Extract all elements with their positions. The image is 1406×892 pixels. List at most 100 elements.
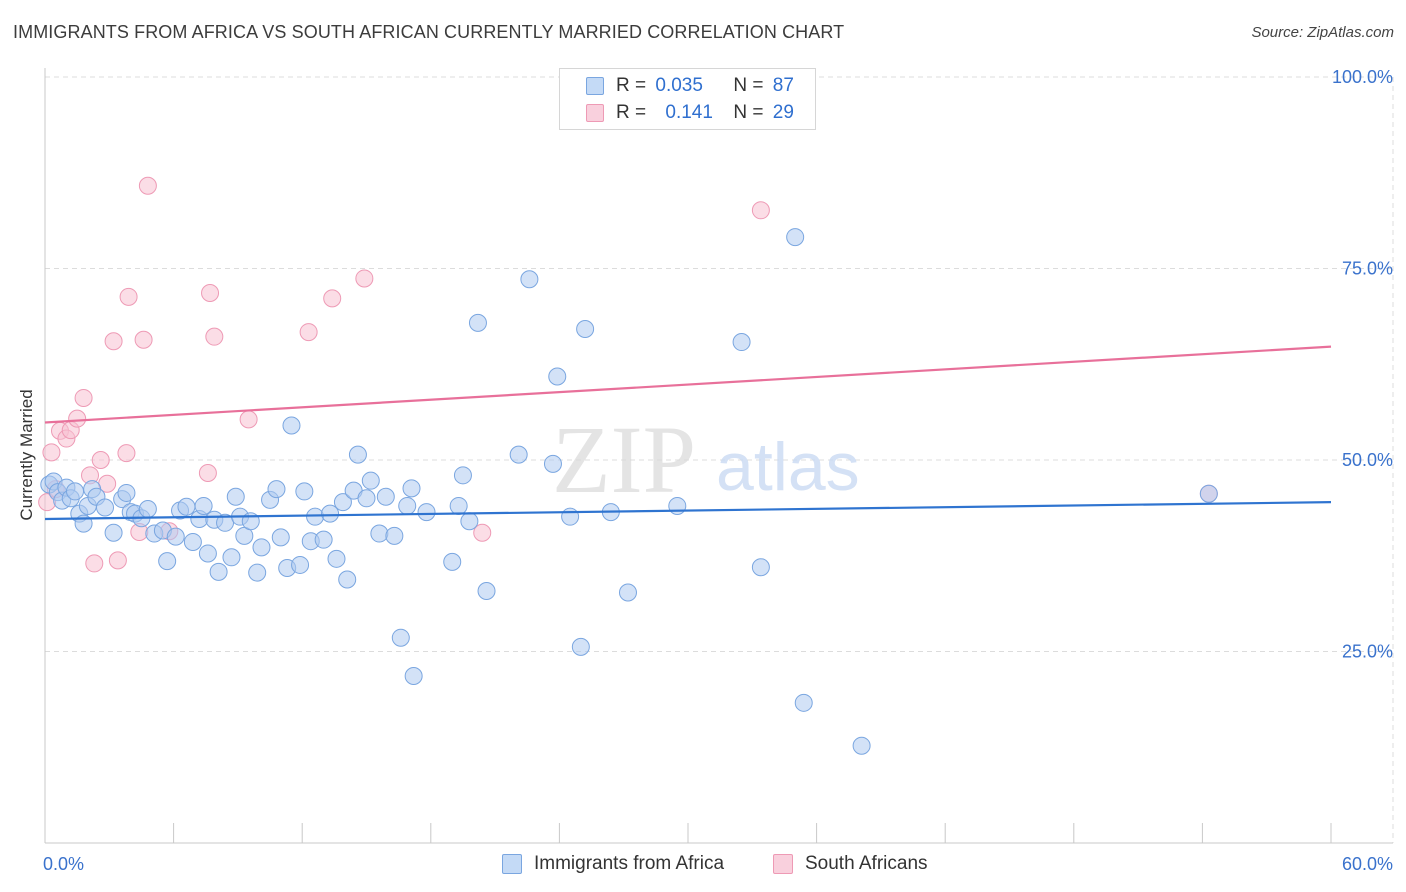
legend-n-label: N = xyxy=(733,75,769,96)
gridlines xyxy=(45,76,1394,843)
data-point-south-africans xyxy=(751,201,770,220)
data-point-africa xyxy=(404,667,423,686)
data-point-africa xyxy=(398,496,417,515)
data-point-africa xyxy=(209,562,228,581)
series-legend: Immigrants from Africa South Africans xyxy=(0,852,1406,876)
data-point-africa xyxy=(509,445,528,464)
x-tick-label: 60.0% xyxy=(1342,854,1393,874)
data-point-south-africans xyxy=(42,443,61,462)
data-point-africa xyxy=(248,563,267,582)
data-point-africa xyxy=(138,500,157,519)
legend-item-label: Immigrants from Africa xyxy=(534,853,725,874)
data-point-africa xyxy=(453,466,472,485)
data-point-africa xyxy=(166,527,185,546)
data-point-south-africans xyxy=(91,451,110,469)
data-point-south-africans xyxy=(108,551,127,570)
data-point-south-africans xyxy=(74,388,93,407)
data-point-africa xyxy=(267,480,286,499)
trend-line-africa xyxy=(44,501,1332,521)
data-point-africa xyxy=(561,507,580,526)
data-point-africa xyxy=(852,736,871,755)
data-point-africa xyxy=(306,507,325,526)
data-point-africa xyxy=(183,532,202,551)
legend-r-label: R = xyxy=(616,102,652,123)
data-point-africa xyxy=(361,471,380,490)
data-point-africa xyxy=(291,555,310,574)
data-point-africa xyxy=(96,498,115,517)
legend-swatch-blue xyxy=(502,854,522,874)
data-point-africa xyxy=(222,548,241,567)
watermark-zip: ZIP xyxy=(552,406,696,513)
data-point-africa xyxy=(477,581,496,600)
data-point-south-africans xyxy=(323,289,342,308)
data-point-africa xyxy=(117,483,136,502)
data-point-africa xyxy=(321,504,340,523)
data-point-south-africans xyxy=(355,269,374,288)
y-axis-label: Currently Married xyxy=(17,389,36,521)
data-point-africa xyxy=(282,416,301,435)
legend-swatch-pink xyxy=(586,104,604,122)
data-point-south-africans xyxy=(68,409,87,428)
legend-item-africa: Immigrants from Africa xyxy=(502,852,724,876)
data-point-africa xyxy=(460,512,479,531)
correlation-legend: R = 0.035 N = 87 R = 0.141 N = 29 xyxy=(559,68,816,130)
data-point-africa xyxy=(1199,484,1218,503)
data-point-south-africans xyxy=(299,323,318,342)
data-point-africa xyxy=(443,552,462,571)
legend-n-label: N = xyxy=(733,102,769,123)
data-point-africa xyxy=(391,628,410,647)
legend-n-value: 87 xyxy=(772,75,794,96)
watermark-atlas: atlas xyxy=(716,429,860,505)
data-point-africa xyxy=(402,479,421,498)
trend-lines xyxy=(44,345,1332,521)
data-point-africa xyxy=(314,530,333,549)
y-tick-label: 25.0% xyxy=(1342,642,1393,662)
data-point-africa xyxy=(348,445,367,464)
data-point-africa xyxy=(226,487,245,506)
data-point-africa xyxy=(794,693,813,712)
watermark: ZIP atlas xyxy=(552,406,860,513)
data-point-africa xyxy=(338,570,357,589)
data-point-africa xyxy=(417,503,436,522)
data-point-africa xyxy=(548,367,567,386)
data-point-africa xyxy=(252,538,271,557)
y-tick-label: 75.0% xyxy=(1342,259,1393,279)
data-point-south-africans xyxy=(239,410,258,429)
legend-swatch-pink xyxy=(773,854,793,874)
data-point-south-africans xyxy=(119,287,138,306)
data-point-south-africans xyxy=(201,284,220,303)
data-point-south-africans xyxy=(104,332,123,351)
data-point-africa xyxy=(449,496,468,515)
x-tick-label: 0.0% xyxy=(43,854,84,874)
data-point-africa xyxy=(194,496,213,515)
data-point-south-africans xyxy=(205,327,224,346)
data-point-africa xyxy=(543,454,562,473)
data-point-south-africans xyxy=(85,554,104,573)
legend-item-south-africans: South Africans xyxy=(773,852,928,876)
y-tick-label: 50.0% xyxy=(1342,450,1393,470)
trend-line-south-africans xyxy=(44,345,1332,424)
data-point-africa xyxy=(786,228,805,247)
chart-title: IMMIGRANTS FROM AFRICA VS SOUTH AFRICAN … xyxy=(13,22,845,42)
legend-r-value: 0.035 xyxy=(655,75,703,96)
tick-labels: 25.0% 50.0% 75.0% 100.0% 0.0% 60.0% xyxy=(43,67,1393,874)
data-point-africa xyxy=(158,552,177,571)
data-point-africa xyxy=(732,333,751,352)
source-label: Source: ZipAtlas.com xyxy=(1251,24,1394,41)
y-tick-label: 100.0% xyxy=(1332,67,1393,87)
data-point-africa xyxy=(104,523,123,542)
legend-item-label: South Africans xyxy=(805,853,928,874)
data-point-africa xyxy=(576,320,595,339)
legend-row-south-africans: R = 0.141 N = 29 xyxy=(586,101,794,125)
data-point-africa xyxy=(618,583,637,602)
legend-row-africa: R = 0.035 N = 87 xyxy=(586,74,794,98)
data-point-africa xyxy=(271,528,290,547)
data-point-africa xyxy=(370,524,389,543)
data-point-south-africans xyxy=(473,523,492,542)
data-point-africa xyxy=(468,313,487,332)
data-point-africa xyxy=(751,558,770,577)
legend-n-value: 29 xyxy=(772,102,794,123)
data-point-south-africans xyxy=(138,176,157,195)
data-point-africa xyxy=(385,526,404,545)
